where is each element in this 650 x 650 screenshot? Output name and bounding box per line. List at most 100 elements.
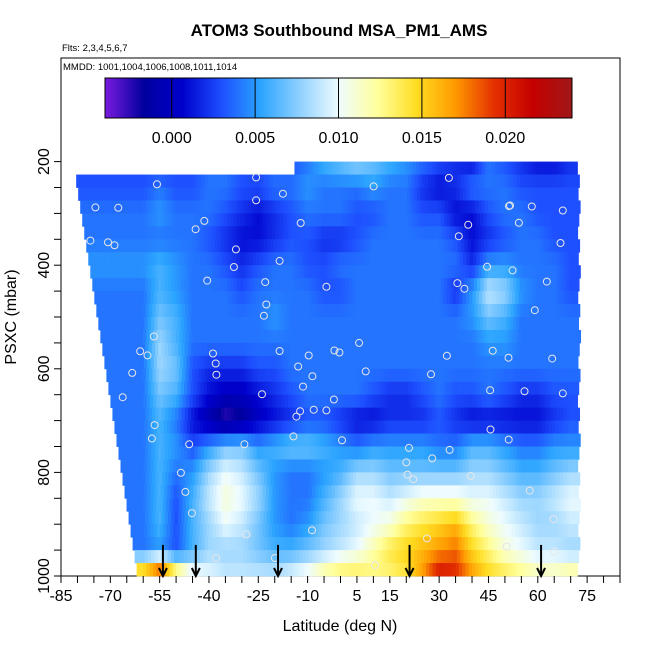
heatmap-cell bbox=[570, 563, 575, 577]
heatmap-cell bbox=[247, 200, 252, 214]
heatmap-cell bbox=[425, 433, 430, 447]
heatmap-cell bbox=[444, 174, 449, 188]
heatmap-cell bbox=[485, 161, 490, 175]
heatmap-cell bbox=[413, 252, 418, 266]
heatmap-cell bbox=[322, 550, 326, 564]
heatmap-cell bbox=[171, 511, 176, 525]
heatmap-cell bbox=[403, 524, 408, 538]
heatmap-cell bbox=[498, 498, 503, 512]
heatmap-cell bbox=[422, 329, 427, 344]
heatmap-cell bbox=[574, 524, 579, 538]
sample-marker bbox=[504, 353, 513, 362]
heatmap-cell bbox=[372, 342, 376, 357]
heatmap-cell bbox=[494, 537, 499, 551]
heatmap-cell bbox=[455, 394, 460, 409]
heatmap-cell bbox=[491, 537, 495, 551]
heatmap-cell bbox=[430, 550, 435, 564]
heatmap-cell bbox=[503, 446, 508, 460]
heatmap-cell bbox=[321, 355, 326, 370]
heatmap-cell bbox=[189, 498, 193, 512]
heatmap-cell bbox=[325, 446, 330, 460]
heatmap-cell bbox=[461, 265, 466, 279]
heatmap-cell bbox=[427, 485, 431, 499]
heatmap-cell bbox=[273, 304, 278, 318]
heatmap-cell bbox=[554, 394, 559, 409]
heatmap-cell bbox=[361, 485, 366, 499]
heatmap-cell bbox=[356, 200, 361, 214]
heatmap-cell bbox=[478, 563, 483, 577]
heatmap-cell bbox=[259, 381, 264, 396]
heatmap-cell bbox=[191, 472, 196, 486]
heatmap-cell bbox=[110, 226, 115, 240]
heatmap-cell bbox=[515, 355, 520, 370]
heatmap-cell bbox=[157, 381, 162, 396]
heatmap-cell bbox=[499, 550, 504, 564]
heatmap-cell bbox=[480, 342, 485, 357]
heatmap-cell bbox=[558, 485, 563, 499]
heatmap-cell bbox=[432, 200, 436, 214]
heatmap-cell bbox=[185, 368, 190, 383]
heatmap-cell bbox=[500, 537, 505, 551]
heatmap-cell bbox=[277, 498, 282, 512]
heatmap-cell bbox=[220, 174, 225, 188]
heatmap-cell bbox=[327, 291, 332, 305]
heatmap-cell bbox=[497, 174, 501, 188]
heatmap-cell bbox=[154, 485, 159, 499]
heatmap-cell bbox=[498, 265, 502, 279]
heatmap-cell bbox=[141, 174, 146, 188]
heatmap-cell bbox=[570, 498, 575, 512]
heatmap-cell bbox=[418, 304, 423, 318]
heatmap-cell bbox=[195, 433, 200, 447]
heatmap-cell bbox=[488, 498, 493, 512]
x-tick-label: -85 bbox=[49, 588, 72, 605]
heatmap-cell bbox=[218, 329, 223, 344]
heatmap-cell bbox=[165, 472, 170, 486]
heatmap-cell bbox=[517, 239, 521, 253]
heatmap-cell bbox=[405, 239, 410, 253]
heatmap-cell bbox=[466, 187, 471, 201]
heatmap-cell bbox=[575, 446, 580, 460]
heatmap-cell bbox=[262, 187, 267, 201]
heatmap-cell bbox=[145, 174, 150, 188]
sample-marker bbox=[200, 216, 209, 225]
heatmap-cell bbox=[322, 342, 327, 357]
heatmap-cell bbox=[364, 524, 368, 538]
heatmap-cell bbox=[401, 278, 406, 292]
heatmap-cell bbox=[313, 537, 318, 551]
heatmap-cell bbox=[260, 537, 265, 551]
heatmap-cell bbox=[465, 433, 469, 447]
heatmap-cell bbox=[239, 550, 244, 564]
heatmap-cell bbox=[161, 472, 166, 486]
heatmap-cell bbox=[495, 291, 500, 305]
heatmap-cell bbox=[466, 485, 471, 499]
heatmap-cell bbox=[570, 161, 575, 175]
heatmap-cell bbox=[465, 524, 470, 538]
heatmap-cell bbox=[384, 550, 389, 564]
heatmap-cell bbox=[313, 239, 318, 253]
heatmap-cell bbox=[114, 355, 119, 370]
heatmap-cell bbox=[179, 329, 184, 344]
heatmap-cell bbox=[142, 537, 147, 551]
heatmap-cell bbox=[433, 550, 438, 564]
heatmap-cell bbox=[228, 433, 233, 447]
heatmap-cell bbox=[223, 213, 228, 227]
heatmap-cell bbox=[220, 407, 225, 421]
heatmap-cell bbox=[162, 537, 167, 551]
heatmap-cell bbox=[484, 200, 489, 214]
heatmap-cell bbox=[506, 174, 511, 188]
heatmap-cell bbox=[263, 239, 268, 253]
heatmap-cell bbox=[212, 291, 217, 305]
heatmap-cell bbox=[455, 433, 460, 447]
heatmap-cell bbox=[503, 213, 507, 227]
heatmap-cell bbox=[549, 239, 554, 253]
heatmap-cell bbox=[421, 342, 426, 357]
heatmap-cell bbox=[125, 278, 130, 292]
heatmap-cell bbox=[102, 278, 107, 292]
heatmap-cell bbox=[406, 524, 411, 538]
heatmap-cell bbox=[291, 329, 295, 344]
heatmap-cell bbox=[245, 187, 250, 201]
heatmap-cell bbox=[274, 200, 279, 214]
heatmap-cell bbox=[434, 511, 439, 525]
heatmap-cell bbox=[330, 329, 335, 344]
heatmap-cell bbox=[167, 550, 172, 564]
